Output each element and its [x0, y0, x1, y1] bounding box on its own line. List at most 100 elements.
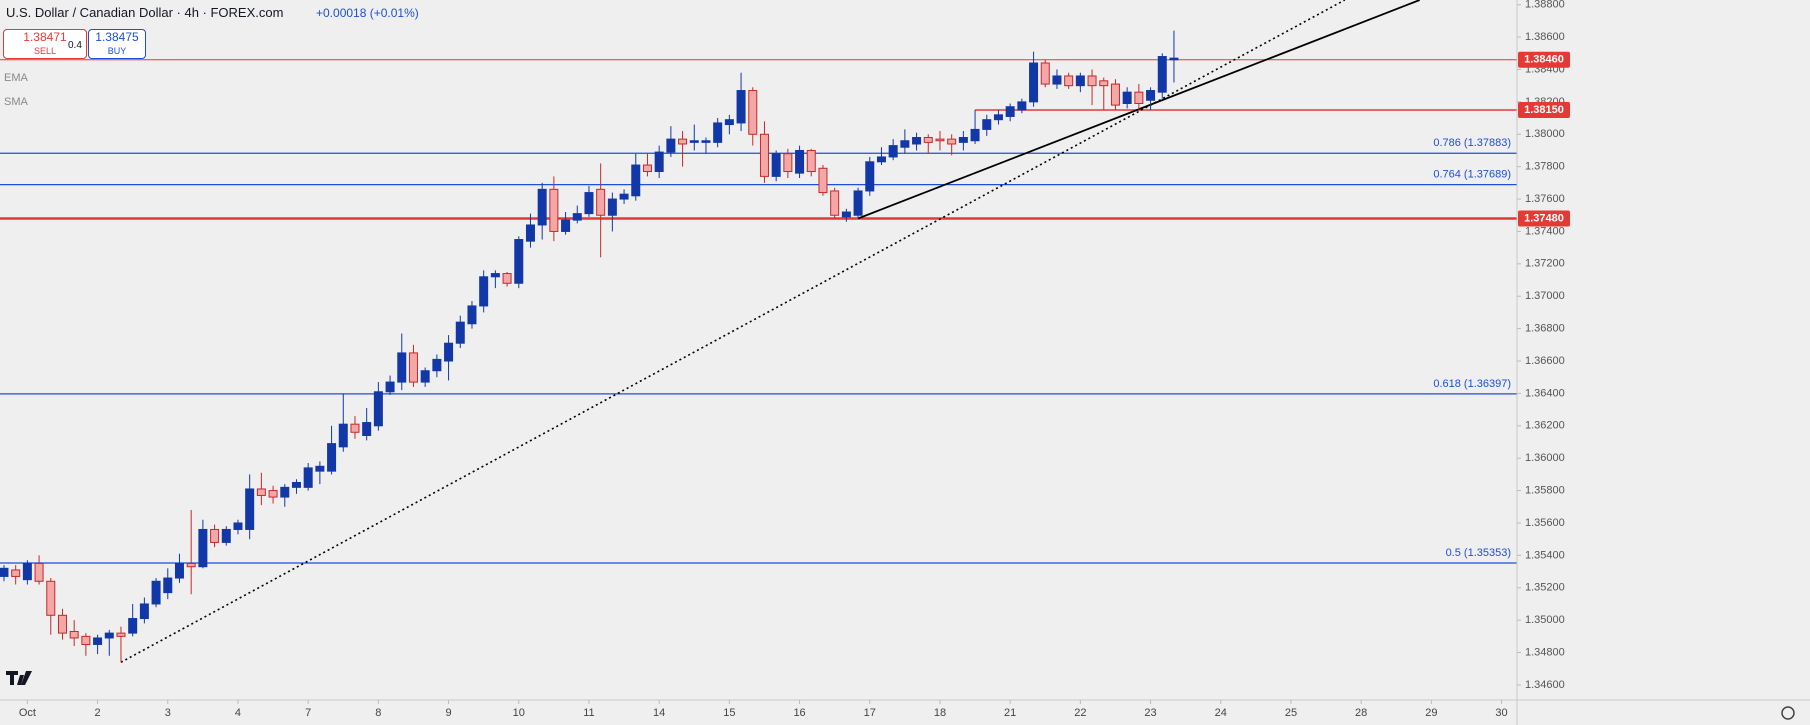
candle-body: [163, 577, 173, 594]
candle-body: [958, 137, 968, 143]
candle-body: [502, 273, 512, 284]
candle-body: [876, 156, 886, 163]
x-tick-label: 7: [305, 707, 311, 719]
candle-body: [186, 562, 196, 568]
candle-body: [303, 467, 313, 488]
candle-body: [642, 164, 652, 173]
candle-body: [1157, 56, 1167, 93]
y-tick-label: 1.37200: [1525, 258, 1565, 270]
candle-body: [362, 422, 372, 437]
y-tick-label: 1.36000: [1525, 452, 1565, 464]
candle-body: [865, 161, 875, 192]
candle-body: [455, 321, 465, 344]
candle-body: [338, 423, 348, 448]
fib-label: 0.5 (1.35353): [1446, 547, 1511, 559]
x-tick-label: 15: [723, 707, 735, 719]
y-tick-label: 1.35800: [1525, 484, 1565, 496]
candle-body: [795, 149, 805, 174]
candle-body: [748, 90, 758, 135]
candle-body: [373, 391, 383, 427]
candle-body: [818, 167, 828, 194]
buy-price: 1.38475: [95, 30, 139, 44]
y-tick-label: 1.36800: [1525, 323, 1565, 335]
candle-body: [713, 122, 723, 143]
indicator[interactable]: SMA: [4, 96, 28, 108]
candle-body: [210, 528, 220, 543]
candle-body: [1110, 83, 1120, 106]
candle-body: [678, 138, 688, 145]
candle-body: [174, 562, 184, 579]
price-tag-label: 1.38150: [1524, 104, 1564, 116]
sell-button[interactable]: 1.38471 SELL: [3, 29, 87, 59]
candle-body: [561, 219, 571, 232]
buy-label: BUY: [107, 46, 127, 56]
candle-body: [1169, 57, 1179, 61]
candle-body: [549, 188, 559, 232]
candle-body: [1087, 75, 1097, 87]
trendline: [120, 0, 1346, 663]
candle-body: [724, 119, 734, 126]
candle-body: [1064, 75, 1074, 87]
candle-body: [490, 273, 500, 278]
x-tick-label: 29: [1425, 707, 1437, 719]
x-tick-label: 25: [1285, 707, 1297, 719]
price-tag: [1518, 51, 1570, 68]
candle-body: [408, 352, 418, 383]
candle-body: [198, 528, 208, 568]
x-tick-label: 9: [446, 707, 452, 719]
indicator[interactable]: EMA: [4, 72, 28, 84]
candle-body: [572, 213, 582, 221]
y-tick-label: 1.38800: [1525, 0, 1565, 11]
candle-body: [525, 224, 535, 242]
candle-body: [771, 153, 781, 177]
candle-body: [444, 342, 454, 362]
candle-body: [888, 145, 898, 158]
candle-body: [654, 151, 664, 173]
fib-label: 0.764 (1.37689): [1433, 169, 1511, 181]
candle-body: [315, 465, 325, 472]
x-tick-label: 22: [1074, 707, 1086, 719]
y-tick-label: 1.35000: [1525, 614, 1565, 626]
candle-body: [46, 580, 56, 616]
spread: 0.4: [68, 40, 82, 51]
x-tick-label: 21: [1004, 707, 1016, 719]
candle-body: [221, 528, 231, 543]
candle-body: [584, 192, 594, 215]
candle-body: [947, 138, 957, 145]
candle-body: [104, 632, 114, 639]
candle-body: [432, 358, 442, 372]
x-tick-label: 30: [1495, 707, 1507, 719]
candle-body: [397, 352, 407, 383]
candle-body: [1029, 62, 1039, 103]
sell-label: SELL: [33, 46, 57, 56]
y-tick-label: 1.37800: [1525, 161, 1565, 173]
logo: [6, 671, 32, 685]
candle-body: [514, 239, 524, 284]
fib-label: 0.786 (1.37883): [1433, 137, 1511, 149]
candle-body: [233, 522, 243, 530]
x-tick-label: 11: [583, 707, 594, 719]
candle-body: [783, 153, 793, 173]
x-tick-label: 3: [165, 707, 171, 719]
candle-body: [759, 133, 769, 177]
candle-body: [0, 567, 9, 577]
candle-body: [385, 381, 395, 393]
candle-body: [666, 138, 676, 153]
candle-body: [596, 188, 606, 216]
candle-body: [350, 423, 360, 433]
candle-body: [93, 637, 103, 645]
candle-body: [256, 488, 266, 496]
candle-body: [128, 618, 138, 634]
x-tick-label: 2: [95, 707, 101, 719]
y-tick-label: 1.34600: [1525, 679, 1565, 691]
candle-body: [970, 128, 980, 142]
y-tick-label: 1.35200: [1525, 582, 1565, 594]
settings-icon: [1781, 706, 1795, 720]
candle-body: [993, 114, 1003, 121]
candle-body: [116, 632, 126, 637]
candle-body: [701, 140, 711, 143]
buy-button[interactable]: 1.38475 BUY: [88, 29, 146, 59]
candle-body: [1146, 90, 1156, 101]
